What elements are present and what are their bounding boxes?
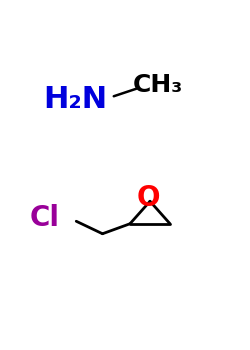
- Text: H₂N: H₂N: [43, 85, 107, 114]
- Text: O: O: [137, 184, 160, 212]
- Text: CH₃: CH₃: [132, 73, 182, 97]
- Text: Cl: Cl: [30, 203, 60, 231]
